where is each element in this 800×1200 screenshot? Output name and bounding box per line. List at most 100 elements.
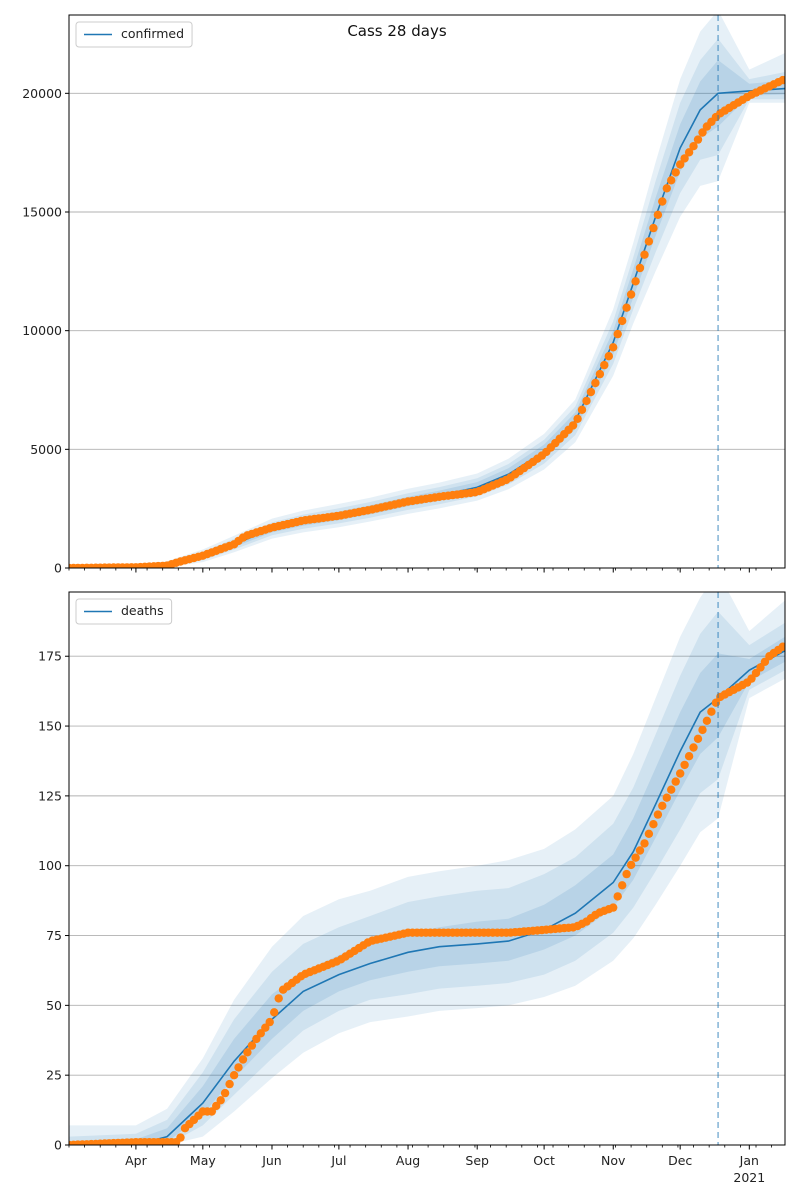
deaths-observed-point (778, 642, 785, 651)
confirmed-observed-point (644, 237, 654, 246)
confirmed-observed-point (591, 378, 600, 388)
deaths-observed-point (176, 1133, 185, 1142)
chart-title: Cass 28 days (347, 22, 447, 40)
deaths-observed-point (274, 994, 283, 1003)
deaths-band-mid (69, 611, 785, 1145)
confirmed-band-outer (69, 15, 785, 568)
deaths-uncertainty-bands (69, 592, 785, 1145)
deaths-observed-point (631, 853, 640, 862)
x-month-label: May (190, 1153, 216, 1168)
deaths-observed-point (662, 793, 671, 802)
deaths-y-tick-label: 50 (46, 998, 62, 1013)
deaths-observed-point (684, 752, 694, 761)
confirmed-observed-point (604, 352, 613, 361)
confirmed-y-tick-label: 10000 (22, 323, 62, 338)
confirmed-observed-point (631, 277, 640, 286)
confirmed-observed-point (573, 414, 582, 423)
deaths-observed-point (680, 760, 689, 770)
confirmed-panel: 0 5000 10000 15000 20000 confirmed Cass 28 d… (22, 14, 786, 576)
confirmed-y-tick-label: 0 (54, 561, 62, 576)
deaths-y-tick-label: 150 (38, 719, 62, 734)
deaths-y-tick-label: 0 (54, 1138, 62, 1153)
confirmed-band-inner (69, 60, 785, 568)
confirmed-observed-point (653, 210, 663, 219)
x-month-label: Sep (465, 1153, 489, 1168)
deaths-observed-point (702, 716, 712, 725)
deaths-observed-point (265, 1017, 274, 1027)
deaths-observed-point (247, 1041, 257, 1050)
deaths-legend-label: deaths (121, 603, 164, 618)
confirmed-band-mid (69, 38, 785, 568)
confirmed-x-ticks (68, 568, 773, 573)
confirmed-observed-point (640, 250, 649, 259)
confirmed-observed-point (684, 148, 694, 157)
deaths-observed-point (653, 810, 663, 819)
deaths-model-polyline (69, 649, 785, 1145)
deaths-observed-point (234, 1063, 243, 1072)
confirmed-observed-point (586, 387, 596, 397)
deaths-observed-point (649, 820, 658, 829)
confirmed-axes-frame (68, 14, 786, 569)
deaths-observed-point (671, 777, 680, 786)
deaths-observed-point (225, 1079, 234, 1089)
confirmed-observed-point (778, 75, 785, 85)
deaths-observed-point (667, 785, 676, 794)
confirmed-observed-point (635, 263, 645, 273)
confirmed-y-ticks: 0 5000 10000 15000 20000 (22, 86, 69, 576)
confirmed-observed-point (693, 135, 703, 144)
x-month-label: Jul (330, 1153, 346, 1168)
confirmed-observed-point (680, 154, 689, 163)
deaths-observed-point (212, 1101, 221, 1111)
confirmed-observed-point (689, 142, 698, 151)
confirmed-observed-point (667, 176, 676, 185)
confirmed-y-tick-label: 5000 (30, 442, 62, 457)
deaths-observed-point (256, 1029, 265, 1038)
deaths-observed-point (220, 1088, 230, 1098)
confirmed-observed-point (676, 160, 685, 169)
deaths-observed-point (707, 707, 716, 716)
confirmed-observed-point (622, 303, 631, 312)
deaths-observed-point (216, 1096, 225, 1105)
deaths-observed-points (69, 642, 785, 1145)
confirmed-observed-point (609, 343, 618, 352)
deaths-observed-point (747, 674, 756, 683)
x-month-labels: Apr May Jun Jul Aug Sep Oct Nov Dec Jan (125, 1153, 759, 1168)
deaths-observed-point (626, 860, 636, 870)
x-month-label: Oct (533, 1153, 555, 1168)
deaths-y-ticks: 0 25 50 75 100 125 150 175 (38, 649, 69, 1153)
x-month-label: Apr (125, 1153, 147, 1168)
confirmed-y-tick-label: 20000 (22, 86, 62, 101)
deaths-axes (68, 591, 786, 1146)
confirmed-observed-point (671, 168, 680, 177)
confirmed-uncertainty-bands (69, 15, 785, 568)
confirmed-legend: confirmed (75, 21, 193, 48)
confirmed-observed-point (613, 329, 622, 339)
deaths-observed-point (238, 1055, 248, 1064)
deaths-y-tick-label: 75 (46, 928, 62, 943)
confirmed-observed-point (595, 369, 605, 379)
deaths-observed-point (229, 1071, 239, 1080)
deaths-observed-point (270, 1008, 279, 1017)
x-month-label: Jan (739, 1153, 759, 1168)
deaths-y-tick-label: 125 (38, 788, 62, 803)
x-month-label: Aug (396, 1153, 420, 1168)
deaths-observed-point (622, 869, 631, 879)
confirmed-axes (68, 14, 786, 569)
confirmed-observed-point (649, 223, 658, 233)
deaths-legend: deaths (75, 598, 173, 625)
confirmed-observed-point (662, 184, 671, 193)
deaths-observed-point (644, 829, 654, 838)
deaths-y-tick-label: 100 (38, 858, 62, 873)
x-month-label: Dec (668, 1153, 692, 1168)
deaths-observed-point (243, 1048, 252, 1057)
confirmed-observed-point (568, 421, 578, 430)
confirmed-legend-label: confirmed (121, 26, 184, 41)
deaths-axes-frame (68, 591, 786, 1146)
deaths-x-ticks (68, 1145, 773, 1150)
deaths-observed-point (689, 743, 698, 752)
deaths-legend-box (75, 598, 173, 625)
confirmed-observed-point (582, 396, 591, 406)
deaths-observed-point (676, 769, 685, 778)
deaths-model-line (69, 649, 785, 1145)
